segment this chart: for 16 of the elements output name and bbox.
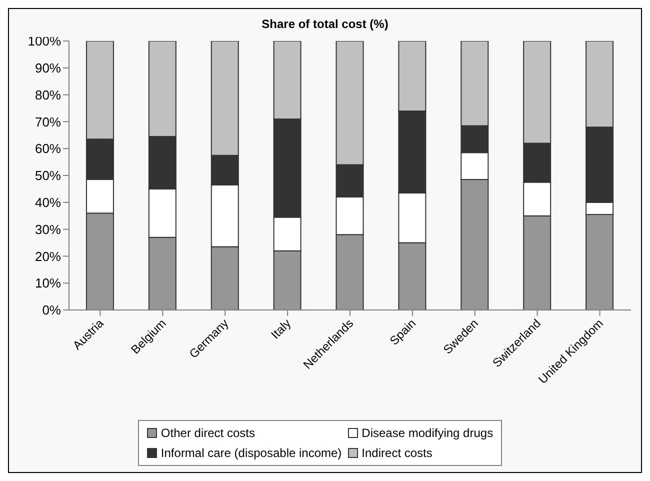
- y-tick-label: 30%: [34, 222, 62, 237]
- legend-label: Indirect costs: [362, 446, 432, 460]
- legend-label: Informal care (disposable income): [160, 446, 342, 460]
- legend-label: Other direct costs: [160, 426, 255, 440]
- y-tick-label: 80%: [34, 87, 62, 102]
- y-tick-label: 70%: [34, 114, 62, 130]
- legend-label: Disease modifying drugs: [362, 426, 494, 440]
- y-tick-label: 20%: [34, 248, 62, 264]
- y-tick-label: 10%: [34, 276, 62, 291]
- x-tick-label: Italy: [268, 316, 294, 342]
- y-tick-label: 40%: [34, 195, 62, 210]
- y-tick-label: 90%: [34, 60, 62, 76]
- y-tick-label: 60%: [34, 141, 62, 156]
- chart-title: Share of total cost (%): [262, 17, 388, 31]
- y-tick-label: 0%: [42, 302, 62, 318]
- y-tick-label: 50%: [34, 168, 62, 184]
